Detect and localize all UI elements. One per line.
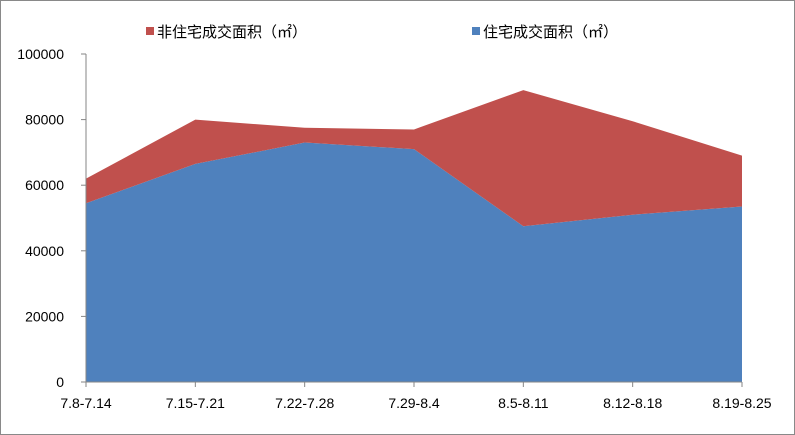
legend-label: 住宅成交面积（㎡）: [483, 23, 618, 41]
x-tick-label: 7.15-7.21: [166, 395, 225, 411]
y-tick-label: 100000: [17, 46, 64, 62]
x-tick-label: 8.12-8.18: [603, 395, 662, 411]
y-axis-ticks: 0 20000 40000 60000 80000 100000: [17, 46, 86, 390]
y-tick-label: 80000: [25, 112, 64, 128]
x-axis-ticks: 7.8-7.14 7.15-7.21 7.22-7.28 7.29-8.4 8.5-8.…: [60, 382, 772, 411]
x-tick-label: 7.22-7.28: [275, 395, 334, 411]
y-tick-label: 0: [56, 374, 64, 390]
legend: 非住宅成交面积（㎡） 住宅成交面积（㎡）: [146, 23, 618, 41]
area-series-layer: [86, 90, 742, 382]
area-series-2: [86, 90, 742, 227]
y-tick-label: 20000: [25, 308, 64, 324]
y-tick-label: 40000: [25, 243, 64, 259]
x-tick-label: 8.5-8.11: [498, 395, 549, 411]
legend-swatch: [146, 27, 154, 35]
x-tick-label: 7.29-8.4: [388, 395, 440, 411]
area-series-1: [86, 142, 742, 382]
legend-swatch: [472, 27, 480, 35]
legend-label: 非住宅成交面积（㎡）: [157, 23, 307, 41]
x-tick-label: 8.19-8.25: [712, 395, 771, 411]
y-tick-label: 60000: [25, 177, 64, 193]
x-tick-label: 7.8-7.14: [60, 395, 112, 411]
